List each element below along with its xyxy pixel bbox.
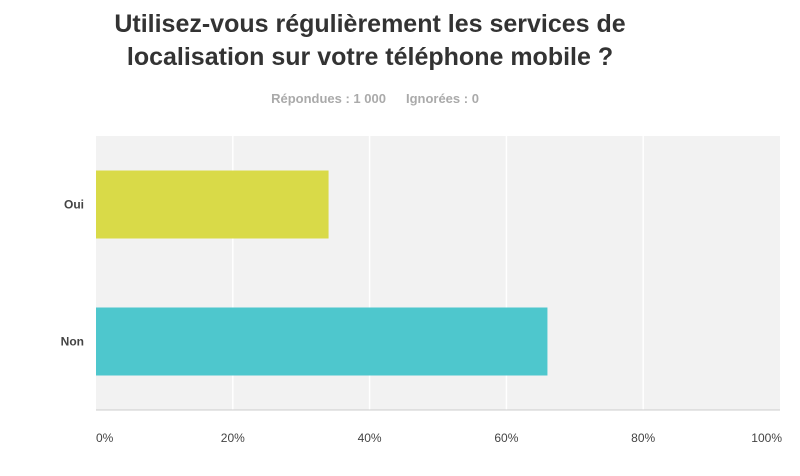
bar-non xyxy=(96,307,548,376)
x-tick-label: 0% xyxy=(96,431,114,445)
chart-title: Utilisez-vous régulièrement les services… xyxy=(0,8,740,74)
x-tick-label: 80% xyxy=(631,431,655,445)
chart-title-line-1: Utilisez-vous régulièrement les services… xyxy=(114,10,626,38)
x-tick-label: 100% xyxy=(751,431,782,445)
x-tick-label: 60% xyxy=(494,431,518,445)
x-tick-label: 20% xyxy=(221,431,245,445)
answered-count: Répondues : 1 000 xyxy=(271,91,386,106)
category-label: Non xyxy=(61,335,84,349)
bars xyxy=(96,170,548,376)
category-labels: Oui Non xyxy=(61,198,84,349)
chart-title-line-2: localisation sur votre téléphone mobile … xyxy=(126,43,614,71)
x-tick-label: 40% xyxy=(358,431,382,445)
response-stats: Répondues : 1 000 Ignorées : 0 xyxy=(0,91,750,106)
bar-oui xyxy=(96,170,329,239)
category-label: Oui xyxy=(64,198,84,212)
skipped-count: Ignorées : 0 xyxy=(405,91,479,106)
x-axis-tick-labels: 0% 20% 40% 60% 80% 100% xyxy=(96,431,782,445)
